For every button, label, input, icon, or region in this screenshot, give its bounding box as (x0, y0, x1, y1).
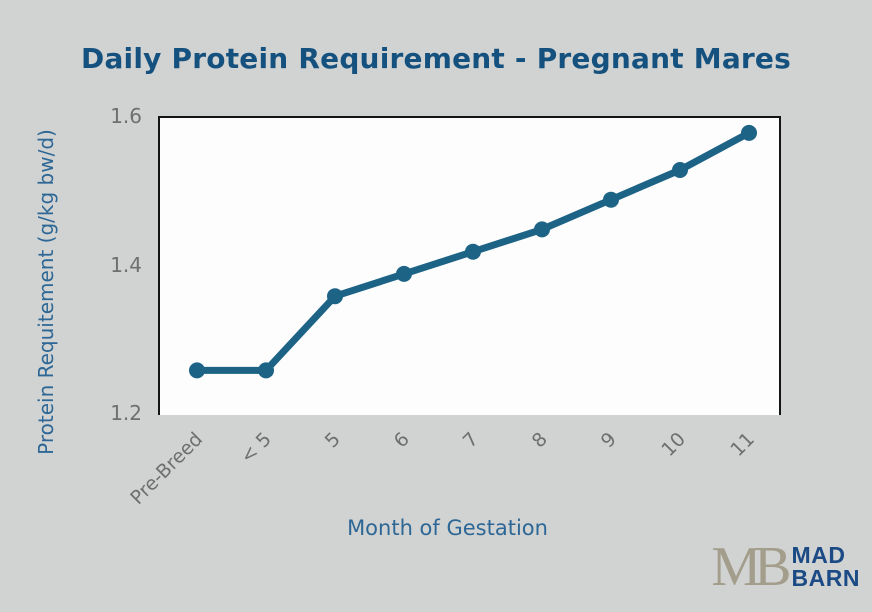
data-point (258, 362, 274, 379)
x-tick-label: 7 (458, 428, 483, 453)
x-tick-label: 5 (320, 428, 345, 453)
line-chart-svg (189, 124, 757, 379)
chart-title: Daily Protein Requirement - Pregnant Mar… (81, 42, 791, 75)
data-point (672, 162, 688, 178)
x-tick-label: 6 (389, 428, 414, 453)
plot-area (158, 116, 781, 415)
x-axis-label: Month of Gestation (347, 516, 548, 540)
madbarn-wordmark: MAD BARN (792, 544, 860, 590)
logo-word-line2: BARN (791, 565, 860, 591)
data-point (465, 243, 481, 260)
data-point (603, 191, 619, 208)
y-tick-label: 1.2 (110, 401, 142, 425)
x-tick-label: Pre-Breed (125, 428, 207, 510)
x-tick-label: 10 (657, 428, 690, 461)
y-tick-label: 1.6 (110, 104, 142, 128)
data-point (396, 265, 412, 282)
data-point (534, 221, 550, 238)
madbarn-monogram-icon: MB (711, 536, 791, 598)
logo-word-line1: MAD (791, 542, 846, 568)
data-point (741, 124, 757, 141)
x-tick-label: 9 (596, 428, 621, 453)
data-point (189, 362, 205, 379)
madbarn-logo: MB MAD BARN (711, 539, 860, 595)
data-point (327, 288, 343, 305)
x-tick-label: 8 (527, 428, 552, 453)
y-tick-label: 1.4 (110, 252, 142, 277)
x-tick-label: < 5 (236, 428, 276, 468)
x-tick-label: 11 (726, 428, 759, 461)
